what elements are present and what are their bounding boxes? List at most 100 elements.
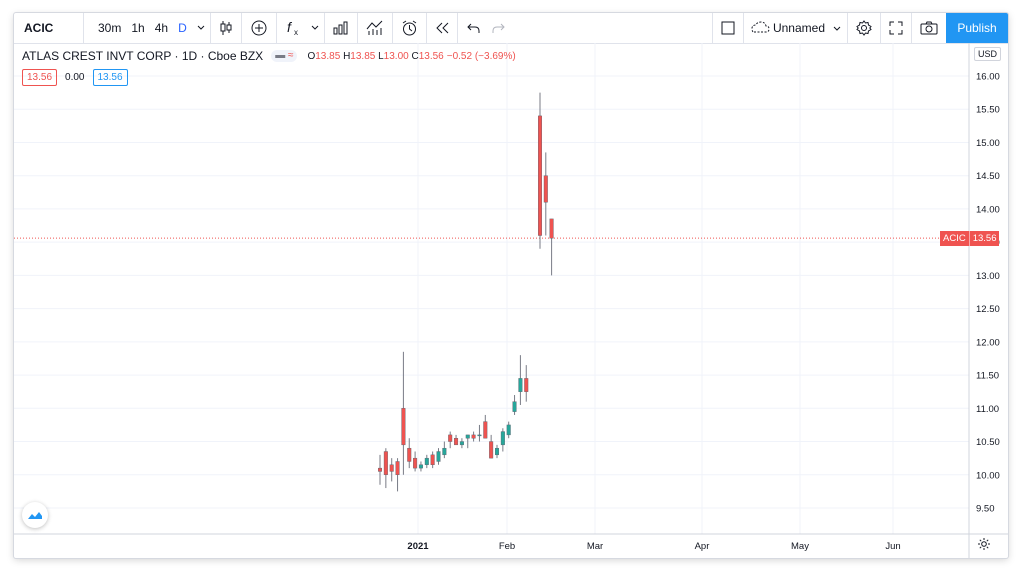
chart-legend: ATLAS CREST INVT CORP · 1D · Cboe BZX ▬ …: [22, 49, 516, 63]
open-label: O: [307, 50, 316, 62]
currency-label[interactable]: USD: [974, 47, 1002, 61]
separator: [391, 13, 393, 43]
candle: [518, 355, 523, 405]
candle: [395, 458, 400, 492]
candle: [389, 458, 394, 482]
svg-text:f: f: [287, 20, 293, 35]
undo-icon[interactable]: [458, 13, 486, 43]
candle: [430, 451, 435, 469]
symbol-title[interactable]: ATLAS CREST INVT CORP · 1D · Cboe BZX: [22, 49, 264, 63]
candle: [465, 434, 470, 449]
candle-body: [424, 457, 429, 465]
separator: [742, 13, 744, 43]
candle: [549, 218, 554, 276]
low-label: L: [378, 50, 384, 62]
redo-icon[interactable]: [486, 13, 512, 43]
price-tick-label: 9.50: [976, 504, 995, 515]
close-label: C: [411, 50, 419, 62]
chevron-down-icon[interactable]: [192, 13, 210, 43]
tradingview-logo-icon[interactable]: [22, 502, 48, 528]
candle: [483, 414, 488, 439]
price-chart[interactable]: 16.0015.5015.0014.5014.0013.5013.0012.50…: [14, 13, 1008, 558]
compare-icon[interactable]: [242, 13, 276, 43]
separator: [911, 13, 912, 43]
fullscreen-icon[interactable]: [881, 13, 911, 43]
financials-icon[interactable]: [325, 13, 357, 43]
candle-body: [454, 438, 459, 446]
candle-body: [407, 447, 412, 462]
toggle-glyph: ≈: [287, 50, 294, 61]
candle-body: [401, 408, 406, 446]
candle: [500, 428, 505, 452]
cloud-icon: [750, 20, 770, 36]
change-value: −0.52 (−3.69%): [446, 50, 516, 62]
indicator-value-3: 13.56: [92, 69, 128, 86]
chevron-down-icon[interactable]: [306, 13, 324, 43]
interval-d[interactable]: D: [178, 21, 187, 35]
candle-body: [471, 434, 476, 439]
candle: [524, 365, 529, 402]
price-tick-label: 12.50: [976, 304, 1000, 315]
candle: [436, 448, 441, 465]
svg-text:x: x: [294, 28, 298, 36]
snapshot-icon[interactable]: [912, 13, 946, 43]
price-tick-label: 14.50: [976, 171, 1000, 182]
candle-body: [448, 434, 453, 442]
indicator-value-2: 0.00: [65, 72, 85, 83]
candle-body: [418, 464, 423, 469]
toolbar-right: Unnamed Publish: [711, 13, 1008, 43]
settings-icon[interactable]: [848, 13, 880, 43]
candle-body: [549, 218, 554, 239]
replay-icon[interactable]: [427, 13, 457, 43]
separator: [847, 13, 848, 43]
candle: [495, 444, 500, 459]
candle-body: [543, 175, 548, 203]
axis-settings-icon[interactable]: [977, 537, 991, 556]
candle-body: [506, 424, 511, 436]
last-price-tag: ACIC 13.56: [940, 230, 1000, 246]
candle: [442, 441, 447, 459]
candle: [407, 438, 412, 469]
price-tick-label: 14.00: [976, 204, 1000, 215]
candle: [454, 434, 459, 446]
separator: [425, 13, 427, 43]
interval-1h[interactable]: 1h: [131, 21, 145, 35]
chevron-down-icon: [833, 21, 841, 35]
layout-name-menu[interactable]: Unnamed: [744, 13, 847, 43]
candle: [543, 152, 548, 236]
interval-30m[interactable]: 30m: [98, 21, 122, 35]
separator: [456, 13, 458, 43]
separator: [356, 13, 358, 43]
candle: [378, 454, 383, 485]
alert-icon[interactable]: [393, 13, 426, 43]
price-tick-label: 15.00: [976, 138, 1000, 149]
high-value: 13.85: [350, 50, 376, 62]
low-value: 13.00: [383, 50, 409, 62]
layout-icon[interactable]: [713, 13, 743, 43]
price-tick-label: 13.00: [976, 271, 1000, 282]
publish-button[interactable]: Publish: [946, 13, 1008, 43]
candle-body: [459, 441, 464, 446]
price-tick-label: 16.00: [976, 72, 1000, 83]
candle-body: [524, 378, 529, 392]
bar-style-icon[interactable]: [211, 13, 241, 43]
templates-icon[interactable]: [358, 13, 392, 43]
symbol-search[interactable]: ACIC: [14, 13, 84, 43]
candles: [378, 92, 554, 492]
candle: [424, 454, 429, 469]
time-tick-label: 2021: [407, 541, 429, 552]
interval-4h[interactable]: 4h: [154, 21, 169, 35]
candle-body: [442, 447, 447, 456]
candle-body: [477, 434, 482, 437]
time-tick-label: Jun: [885, 541, 900, 552]
legend-toggle[interactable]: ▬ ≈: [271, 50, 298, 62]
candle-body: [430, 454, 435, 466]
candle: [538, 92, 543, 249]
candle: [401, 351, 406, 475]
candle-body: [436, 451, 441, 462]
candle: [512, 395, 517, 415]
candle-body: [413, 457, 418, 469]
price-tick-label: 11.50: [976, 371, 999, 382]
